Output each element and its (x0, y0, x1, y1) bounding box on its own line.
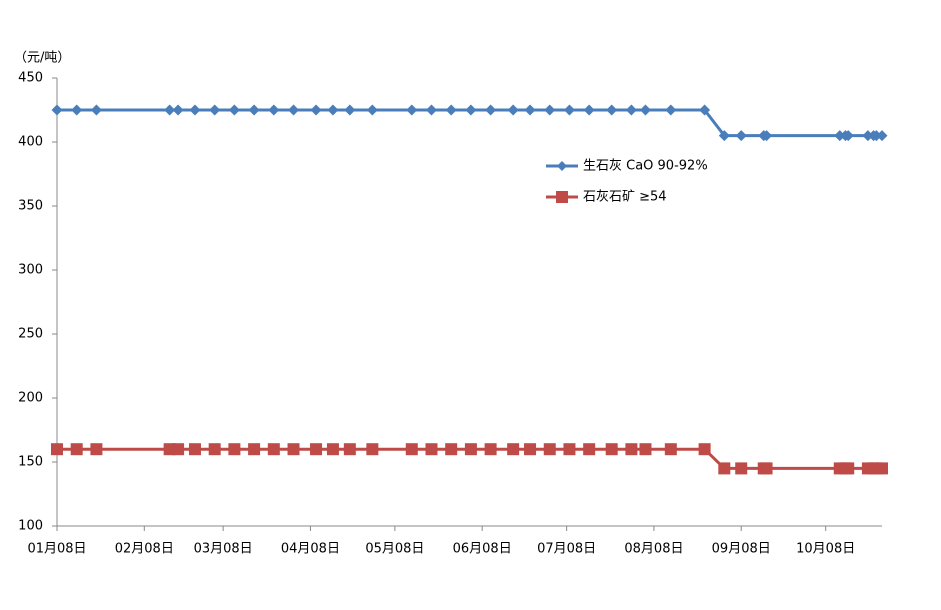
point (698, 443, 711, 456)
y-tick-label: 300 (18, 263, 43, 278)
point (718, 130, 730, 142)
x-tick-label: 06月08日 (453, 542, 512, 557)
point (248, 443, 261, 456)
point (90, 104, 102, 116)
point (366, 443, 379, 456)
x-tick-label: 03月08日 (194, 542, 253, 557)
x-tick-label: 07月08日 (537, 542, 596, 557)
point (326, 443, 339, 456)
point (267, 443, 280, 456)
legend-marker (557, 161, 567, 171)
point (464, 443, 477, 456)
point (425, 443, 438, 456)
point (344, 104, 356, 116)
point (834, 130, 846, 142)
point (343, 443, 356, 456)
point (189, 104, 201, 116)
point (761, 130, 773, 142)
point (188, 443, 201, 456)
point (876, 462, 888, 475)
y-tick-label: 350 (18, 199, 43, 214)
point (405, 443, 418, 456)
legend-marker (556, 191, 568, 203)
point (625, 104, 637, 116)
point (288, 104, 300, 116)
y-tick-label: 200 (18, 391, 43, 406)
y-tick-label: 250 (18, 327, 43, 342)
point (287, 443, 300, 456)
point (605, 443, 618, 456)
point (172, 104, 184, 116)
point (735, 462, 748, 475)
point (563, 104, 575, 116)
point (445, 104, 457, 116)
point (268, 104, 280, 116)
point (760, 462, 773, 475)
point (485, 104, 497, 116)
point (665, 104, 677, 116)
point (228, 443, 241, 456)
point (507, 104, 519, 116)
x-tick-label: 04月08日 (281, 542, 340, 557)
point (366, 104, 378, 116)
point (664, 443, 677, 456)
point (524, 443, 537, 456)
y-axis-label: （元/吨） (14, 51, 70, 66)
x-tick-label: 08月08日 (624, 542, 683, 557)
point (71, 104, 83, 116)
point (543, 443, 556, 456)
point (639, 104, 651, 116)
point (544, 104, 556, 116)
point (310, 104, 322, 116)
point (209, 104, 221, 116)
point (51, 104, 63, 116)
point (606, 104, 618, 116)
point (625, 443, 638, 456)
point (507, 443, 520, 456)
point (465, 104, 477, 116)
point (842, 462, 855, 475)
point (876, 130, 888, 142)
point (842, 130, 854, 142)
point (735, 130, 747, 142)
point (718, 462, 731, 475)
point (425, 104, 437, 116)
y-tick-label: 400 (18, 135, 43, 150)
point (639, 443, 652, 456)
point (310, 443, 323, 456)
point (208, 443, 221, 456)
x-tick-label: 02月08日 (115, 542, 174, 557)
point (524, 104, 536, 116)
x-tick-label: 05月08日 (365, 542, 424, 557)
legend-label: 石灰石矿 ≥54 (583, 190, 667, 205)
point (90, 443, 103, 456)
point (406, 104, 418, 116)
point (327, 104, 339, 116)
x-tick-label: 10月08日 (796, 542, 855, 557)
y-tick-label: 150 (18, 455, 43, 470)
point (51, 443, 63, 456)
point (248, 104, 260, 116)
x-tick-label: 01月08日 (27, 542, 86, 557)
point (563, 443, 576, 456)
point (484, 443, 497, 456)
y-tick-label: 100 (18, 519, 43, 534)
y-tick-label: 450 (18, 71, 43, 86)
x-tick-label: 09月08日 (712, 542, 771, 557)
point (583, 443, 596, 456)
point (228, 104, 240, 116)
point (862, 130, 874, 142)
legend-label: 生石灰 CaO 90-92% (583, 159, 708, 174)
point (870, 130, 882, 142)
point (172, 443, 185, 456)
point (70, 443, 83, 456)
point (583, 104, 595, 116)
point (445, 443, 458, 456)
point (164, 104, 176, 116)
point (699, 104, 711, 116)
